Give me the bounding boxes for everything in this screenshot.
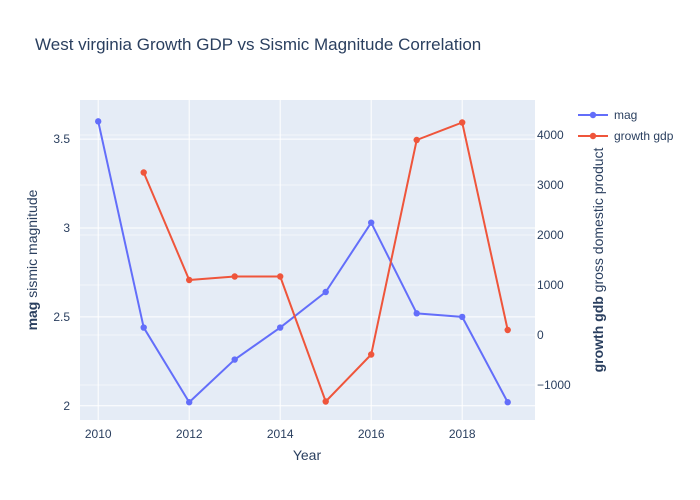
data-point-growth-gdp[interactable] <box>277 273 284 280</box>
data-point-mag[interactable] <box>277 324 284 331</box>
x-tick-label: 2010 <box>85 427 112 441</box>
y-axis-title: mag sismic magnitude <box>24 189 40 330</box>
x-axis-title: Year <box>293 447 322 463</box>
data-point-mag[interactable] <box>504 399 511 406</box>
data-point-mag[interactable] <box>368 219 375 226</box>
legend-item-mag[interactable]: mag <box>578 108 637 122</box>
data-point-mag[interactable] <box>95 118 102 125</box>
data-point-growth-gdp[interactable] <box>186 276 193 284</box>
data-point-mag[interactable] <box>140 324 147 331</box>
data-point-growth-gdp[interactable] <box>140 169 147 176</box>
legend-marker-icon <box>589 132 597 140</box>
data-point-mag[interactable] <box>186 399 193 406</box>
y-axis-title-bold: mag <box>24 302 40 331</box>
y2-tick-label: 4000 <box>537 128 564 142</box>
data-point-growth-gdp[interactable] <box>504 326 511 334</box>
data-point-mag[interactable] <box>231 356 238 363</box>
data-point-growth-gdp[interactable] <box>459 119 466 126</box>
series-layer <box>95 118 511 406</box>
chart-title: West virginia Growth GDP vs Sismic Magni… <box>35 35 481 54</box>
y-tick-label: 3 <box>63 221 70 235</box>
y2-tick-label: −1000 <box>537 378 571 392</box>
y-tick-label: 2.5 <box>53 310 70 324</box>
y2-tick-label: 2000 <box>537 228 564 242</box>
y2-tick-label: 3000 <box>537 178 564 192</box>
plot-background <box>80 100 535 420</box>
data-point-mag[interactable] <box>322 288 329 296</box>
data-point-growth-gdp[interactable] <box>231 273 238 280</box>
x-tick-label: 2016 <box>358 427 385 441</box>
y-tick-label: 3.5 <box>53 132 70 146</box>
x-tick-label: 2014 <box>267 427 294 441</box>
legend-label: growth gdp <box>614 129 674 143</box>
legend[interactable]: mag growth gdp <box>578 108 674 143</box>
x-tick-label: 2018 <box>449 427 476 441</box>
y-axis-title-rest: sismic magnitude <box>24 189 40 301</box>
data-point-growth-gdp[interactable] <box>413 136 420 144</box>
data-point-growth-gdp[interactable] <box>368 351 375 358</box>
y2-axis-title: growth gdb gross domestic product <box>590 147 606 372</box>
y2-tick-label: 0 <box>537 328 544 342</box>
data-point-growth-gdp[interactable] <box>322 398 329 405</box>
legend-marker-icon <box>589 111 597 119</box>
y-tick-label: 2 <box>63 399 70 413</box>
data-point-mag[interactable] <box>459 313 466 321</box>
legend-item-growth-gdp[interactable]: growth gdp <box>578 129 674 143</box>
x-tick-label: 2012 <box>176 427 203 441</box>
tick-labels: 2010 2012 2014 2016 2018 2 2.5 3 3.5 −1000 0 1000 20… <box>53 128 571 441</box>
y2-axis-title-rest: gross domestic product <box>590 147 606 296</box>
grid-lines <box>80 100 535 420</box>
legend-label: mag <box>614 108 637 122</box>
data-point-mag[interactable] <box>413 310 420 317</box>
y2-tick-label: 1000 <box>537 278 564 292</box>
y2-axis-title-bold: growth gdb <box>590 296 606 372</box>
series-line-mag <box>97 121 509 404</box>
